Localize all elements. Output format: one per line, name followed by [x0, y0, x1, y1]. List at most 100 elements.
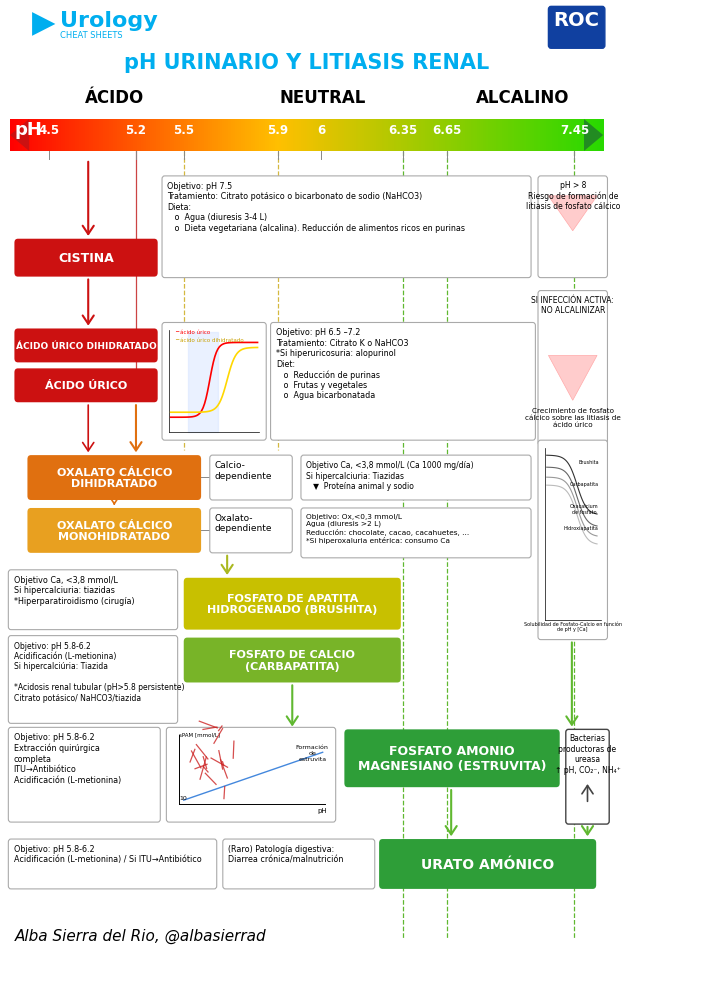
Polygon shape — [548, 356, 597, 401]
FancyBboxPatch shape — [572, 119, 574, 151]
FancyBboxPatch shape — [451, 119, 453, 151]
Text: SI INFECCIÓN ACTIVA:
NO ALCALINIZAR: SI INFECCIÓN ACTIVA: NO ALCALINIZAR — [531, 295, 614, 315]
FancyBboxPatch shape — [156, 119, 159, 151]
FancyBboxPatch shape — [236, 119, 238, 151]
Text: Objetivo Ca, <3,8 mmol/L
Si hipercalciuria: tiazidas
*Hiperparatiroidismo (cirug: Objetivo Ca, <3,8 mmol/L Si hipercalciur… — [13, 576, 134, 605]
FancyBboxPatch shape — [219, 119, 222, 151]
FancyBboxPatch shape — [75, 119, 78, 151]
FancyBboxPatch shape — [350, 119, 352, 151]
FancyBboxPatch shape — [136, 119, 139, 151]
FancyBboxPatch shape — [538, 176, 607, 277]
FancyBboxPatch shape — [145, 119, 147, 151]
FancyBboxPatch shape — [51, 119, 54, 151]
Text: Objetivo: pH 5.8-6.2
Acidificación (L-metionina) / Si ITU→Antibiótico: Objetivo: pH 5.8-6.2 Acidificación (L-me… — [13, 845, 201, 865]
FancyBboxPatch shape — [562, 119, 564, 151]
FancyBboxPatch shape — [297, 119, 299, 151]
FancyBboxPatch shape — [18, 119, 20, 151]
Text: Carbapatita: Carbapatita — [569, 482, 599, 487]
FancyBboxPatch shape — [324, 119, 327, 151]
FancyBboxPatch shape — [368, 119, 370, 151]
FancyBboxPatch shape — [447, 119, 449, 151]
FancyBboxPatch shape — [226, 119, 228, 151]
FancyBboxPatch shape — [340, 119, 342, 151]
FancyBboxPatch shape — [396, 119, 398, 151]
FancyBboxPatch shape — [486, 119, 489, 151]
Text: pH: pH — [15, 121, 42, 139]
Text: 10: 10 — [179, 796, 187, 801]
Text: Calcio-
dependiente: Calcio- dependiente — [215, 461, 273, 480]
FancyBboxPatch shape — [204, 119, 206, 151]
FancyBboxPatch shape — [20, 119, 22, 151]
Text: FOSFATO DE CALCIO
(CARBAPATITA): FOSFATO DE CALCIO (CARBAPATITA) — [229, 650, 355, 672]
FancyBboxPatch shape — [240, 119, 242, 151]
Text: pH URINARIO Y LITIASIS RENAL: pH URINARIO Y LITIASIS RENAL — [124, 54, 489, 74]
FancyBboxPatch shape — [370, 119, 373, 151]
FancyBboxPatch shape — [46, 119, 48, 151]
FancyBboxPatch shape — [15, 239, 157, 276]
Text: Objetivo: pH 5.8-6.2
Extracción quirúrgica
completa
ITU→Antibiótico
Acidificació: Objetivo: pH 5.8-6.2 Extracción quirúrgi… — [13, 734, 121, 784]
FancyBboxPatch shape — [333, 119, 335, 151]
FancyBboxPatch shape — [228, 119, 230, 151]
FancyBboxPatch shape — [518, 119, 520, 151]
FancyBboxPatch shape — [277, 119, 279, 151]
FancyBboxPatch shape — [206, 119, 208, 151]
FancyBboxPatch shape — [148, 119, 151, 151]
FancyBboxPatch shape — [287, 119, 289, 151]
FancyBboxPatch shape — [27, 508, 201, 553]
FancyBboxPatch shape — [134, 119, 137, 151]
FancyBboxPatch shape — [311, 119, 313, 151]
FancyBboxPatch shape — [113, 119, 115, 151]
FancyBboxPatch shape — [241, 119, 244, 151]
FancyBboxPatch shape — [8, 728, 160, 822]
FancyBboxPatch shape — [30, 119, 32, 151]
Text: 4.5: 4.5 — [39, 124, 60, 137]
Text: Formación
de
estruvita: Formación de estruvita — [296, 746, 329, 762]
FancyBboxPatch shape — [344, 730, 560, 787]
FancyBboxPatch shape — [595, 119, 598, 151]
FancyBboxPatch shape — [581, 119, 583, 151]
FancyBboxPatch shape — [133, 119, 135, 151]
FancyBboxPatch shape — [273, 119, 276, 151]
FancyBboxPatch shape — [465, 119, 467, 151]
Text: FOSFATO DE APATITA
HIDROGENADO (BRUSHITA): FOSFATO DE APATITA HIDROGENADO (BRUSHITA… — [207, 593, 378, 615]
Text: URATO AMÓNICO: URATO AMÓNICO — [421, 858, 554, 872]
FancyBboxPatch shape — [532, 119, 534, 151]
FancyBboxPatch shape — [85, 119, 88, 151]
FancyBboxPatch shape — [522, 119, 524, 151]
FancyBboxPatch shape — [48, 119, 50, 151]
FancyBboxPatch shape — [435, 119, 437, 151]
FancyBboxPatch shape — [285, 119, 288, 151]
Text: Objetivo: pH 5.8-6.2
Acidificación (L-metionina)
Si hipercalciúria: Tiazida

*Ac: Objetivo: pH 5.8-6.2 Acidificación (L-me… — [13, 641, 184, 703]
FancyBboxPatch shape — [8, 839, 217, 889]
FancyBboxPatch shape — [150, 119, 153, 151]
FancyBboxPatch shape — [358, 119, 361, 151]
FancyBboxPatch shape — [40, 119, 42, 151]
FancyBboxPatch shape — [399, 119, 402, 151]
Text: 6.35: 6.35 — [388, 124, 417, 137]
FancyBboxPatch shape — [469, 119, 471, 151]
FancyBboxPatch shape — [309, 119, 311, 151]
FancyBboxPatch shape — [162, 322, 266, 440]
FancyBboxPatch shape — [597, 119, 600, 151]
FancyBboxPatch shape — [526, 119, 529, 151]
FancyBboxPatch shape — [101, 119, 103, 151]
FancyBboxPatch shape — [484, 119, 487, 151]
FancyBboxPatch shape — [318, 119, 321, 151]
FancyBboxPatch shape — [475, 119, 477, 151]
FancyBboxPatch shape — [141, 119, 143, 151]
FancyBboxPatch shape — [198, 119, 200, 151]
FancyBboxPatch shape — [109, 119, 111, 151]
FancyBboxPatch shape — [482, 119, 485, 151]
FancyBboxPatch shape — [501, 119, 503, 151]
FancyBboxPatch shape — [601, 119, 604, 151]
FancyBboxPatch shape — [209, 455, 292, 500]
FancyBboxPatch shape — [538, 119, 541, 151]
FancyBboxPatch shape — [196, 119, 198, 151]
FancyBboxPatch shape — [73, 119, 76, 151]
FancyBboxPatch shape — [162, 176, 531, 277]
FancyBboxPatch shape — [472, 119, 475, 151]
Text: Objetivo Ca, <3,8 mmol/L (Ca 1000 mg/día)
Si hipercalciuria: Tiazidas
   ▼  Prot: Objetivo Ca, <3,8 mmol/L (Ca 1000 mg/día… — [307, 461, 474, 491]
FancyBboxPatch shape — [167, 728, 336, 822]
FancyBboxPatch shape — [392, 119, 394, 151]
FancyBboxPatch shape — [105, 119, 108, 151]
